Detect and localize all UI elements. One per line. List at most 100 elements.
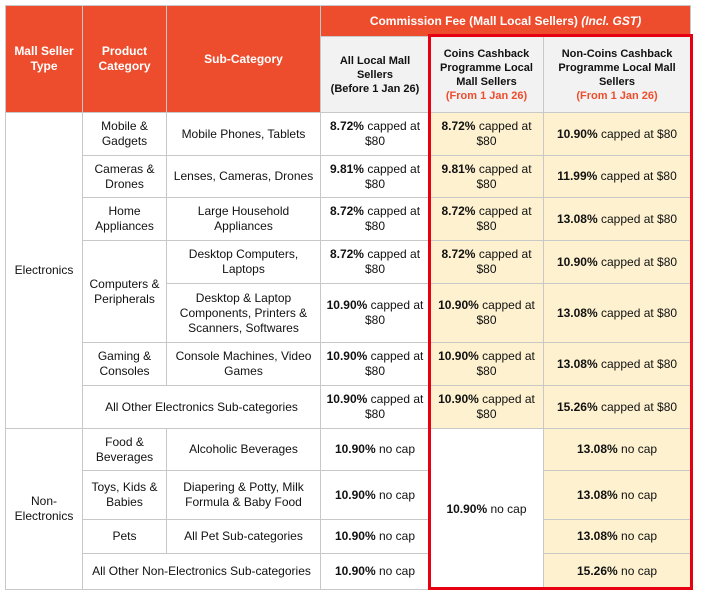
fee-cell: 10.90% capped at $80 xyxy=(320,385,430,429)
fee-text: capped at $80 xyxy=(476,247,532,276)
fee-cell: 9.81% capped at $80 xyxy=(429,155,544,198)
fee-cell: 13.08% no cap xyxy=(542,519,692,554)
fee-text: capped at $80 xyxy=(364,392,424,421)
fee-text: capped at $80 xyxy=(601,211,678,226)
fee-cell: 13.08% capped at $80 xyxy=(542,283,692,343)
fee-cell: 8.72% capped at $80 xyxy=(429,112,544,156)
fee-rate: 11.99% xyxy=(557,169,598,183)
table-row: Computers & Peripherals Desktop Computers… xyxy=(6,240,692,343)
fee-header: Non-Coins Cashback Programme Local Mall … xyxy=(542,36,692,113)
fee-rate: 10.90% xyxy=(556,126,598,141)
fee-text: no cap xyxy=(379,564,416,578)
sub-category: Console Machines, Video Games xyxy=(166,342,321,386)
fee-text: capped at $80 xyxy=(476,298,535,327)
fee-cell: 10.90% capped at $80 xyxy=(542,240,692,284)
fee-rate: 13.08% xyxy=(576,529,618,543)
table-row: Toys, Kids & Babies Diapering & Potty, Mi… xyxy=(6,470,692,520)
header-cell: Mall Seller Type xyxy=(5,5,83,113)
fee-rate: 10.90% xyxy=(556,254,598,269)
fee-cell: 9.81% capped at $80 xyxy=(320,155,430,198)
fee-cell: 13.08% no cap xyxy=(542,428,692,471)
sub-category: Desktop Computers, Laptops xyxy=(166,240,321,284)
header-cell: Product Category xyxy=(82,5,167,113)
fee-text: capped at $80 xyxy=(476,119,532,148)
fee-text: no cap xyxy=(490,501,527,516)
fee-text: capped at $80 xyxy=(476,349,535,378)
table-row: Non-Electronics Food & Beverages Alcoholic… xyxy=(5,428,692,590)
table-body: Electronics Mobile & Gadgets Mobile Phones… xyxy=(5,112,692,590)
category: Home Appliances xyxy=(82,197,167,241)
fee-cell: 13.08% capped at $80 xyxy=(542,197,692,241)
fee-cell: 8.72% capped at $80 xyxy=(429,240,544,284)
header-cell: Commission Fee (Mall Local Sellers) (Inc… xyxy=(319,5,692,37)
category: All Other Electronics Sub-categories xyxy=(82,385,321,429)
fee-rate: 10.90% xyxy=(334,442,376,456)
fee-cell: 10.90% capped at $80 xyxy=(542,112,692,156)
fee-text: capped at $80 xyxy=(364,119,421,148)
fee-rate: 10.90% xyxy=(446,501,488,516)
fee-cell: 8.72% capped at $80 xyxy=(320,112,430,156)
fee-rate: 8.72% xyxy=(329,247,364,261)
table-row: Gaming & Consoles Console Machines, Video… xyxy=(6,342,692,386)
fee-rate: 8.72% xyxy=(329,204,364,218)
fee-text: capped at $80 xyxy=(476,161,532,191)
table-row: Pets All Pet Sub-categories 10.90% no cap 1… xyxy=(6,519,692,554)
fee-text: capped at $80 xyxy=(364,247,421,276)
header-cell: Sub-Category xyxy=(166,5,321,113)
seller-type: Electronics xyxy=(5,112,83,429)
table-row: Home Appliances Large Household Appliance… xyxy=(6,197,692,241)
fee-cell: 8.72% capped at $80 xyxy=(320,240,430,284)
fee-cell: 11.99% capped at $80 xyxy=(542,155,692,198)
fee-rate: 8.72% xyxy=(441,119,476,133)
fee-title: Coins Cashback Programme Local Mall Sell… xyxy=(440,47,533,88)
header-note: (Incl. GST) xyxy=(581,13,642,28)
fee-cell: 10.90% capped at $80 xyxy=(429,385,544,429)
fee-cell: 10.90% capped at $80 xyxy=(320,342,430,386)
category: Food & Beverages xyxy=(82,428,167,471)
fee-cell: 10.90% no cap xyxy=(320,519,430,554)
fee-header: All Local Mall Sellers (Before 1 Jan 26) xyxy=(320,36,430,113)
fee-rate: 10.90% xyxy=(326,349,368,363)
fee-rate: 9.81% xyxy=(441,161,476,176)
fee-rate: 8.72% xyxy=(441,204,476,218)
fee-title: Non-Coins Cashback Programme Local Mall … xyxy=(558,47,676,88)
fee-cell: 13.08% no cap xyxy=(542,470,692,520)
seller-type: Non-Electronics xyxy=(5,428,83,590)
table-row: All Other Non-Electronics Sub-categories… xyxy=(6,553,692,590)
fee-note: (Before 1 Jan 26) xyxy=(330,82,420,95)
fee-text: capped at $80 xyxy=(600,169,677,183)
fee-rate: 8.72% xyxy=(329,119,364,133)
fee-note: (From 1 Jan 26) xyxy=(576,89,658,102)
fee-header: Coins Cashback Programme Local Mall Sell… xyxy=(429,36,544,113)
fee-rate: 10.90% xyxy=(326,298,368,312)
fee-cell: 10.90% no cap xyxy=(429,428,544,590)
category: Gaming & Consoles xyxy=(82,342,167,386)
sub-category: Mobile Phones, Tablets xyxy=(166,112,321,156)
fee-rate: 13.08% xyxy=(576,487,618,502)
fee-rate: 13.08% xyxy=(556,356,598,371)
fee-text: capped at $80 xyxy=(364,298,424,327)
fee-cell: 10.90% capped at $80 xyxy=(320,283,430,343)
fee-cell: 10.90% no cap xyxy=(320,470,430,520)
fee-rate: 15.26% xyxy=(576,564,618,578)
fee-text: no cap xyxy=(379,442,416,456)
fee-rate: 9.81% xyxy=(329,161,364,176)
fee-cell: 8.72% capped at $80 xyxy=(320,197,430,241)
fee-rate: 13.08% xyxy=(556,305,598,320)
fee-text: capped at $80 xyxy=(364,161,421,191)
fee-text: capped at $80 xyxy=(476,392,535,421)
sub-category: Large Household Appliances xyxy=(166,197,321,241)
category: Computers & Peripherals xyxy=(82,240,167,343)
fee-rate: 13.08% xyxy=(556,211,598,226)
fee-cell: 13.08% capped at $80 xyxy=(542,342,692,386)
fee-text: no cap xyxy=(379,487,416,502)
fee-text: capped at $80 xyxy=(364,349,424,378)
category: Cameras & Drones xyxy=(82,155,167,198)
sub-category: All Pet Sub-categories xyxy=(166,519,321,554)
fee-rate: 10.90% xyxy=(326,392,368,406)
fee-text: capped at $80 xyxy=(601,254,678,269)
fee-rate: 10.90% xyxy=(334,529,376,543)
fee-rate: 10.90% xyxy=(438,392,479,406)
fee-rate: 13.08% xyxy=(576,442,618,456)
fee-text: no cap xyxy=(621,442,658,456)
